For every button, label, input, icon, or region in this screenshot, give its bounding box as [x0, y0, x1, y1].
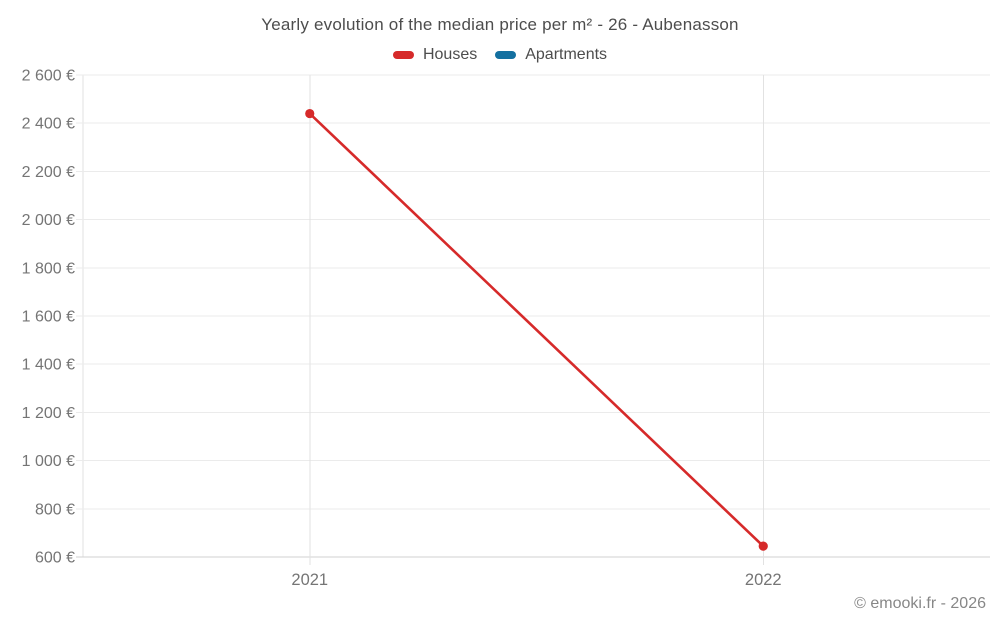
- y-tick-label-2200: 2 200 €: [22, 164, 75, 181]
- legend-item-apartments[interactable]: Apartments: [495, 46, 607, 64]
- legend-item-houses[interactable]: Houses: [392, 46, 478, 64]
- point-houses-2021[interactable]: [305, 108, 315, 119]
- y-tick-label-2600: 2 600 €: [22, 68, 75, 85]
- point-houses-2022[interactable]: [758, 541, 768, 551]
- legend-swatch-apartments: [495, 51, 517, 59]
- series-line-houses: [308, 112, 765, 548]
- legend: Houses Apartments: [0, 46, 1000, 64]
- y-tick-label-2400: 2 400 €: [22, 116, 75, 133]
- y-tick-label-2000: 2 000 €: [22, 212, 75, 229]
- y-tick-label-1800: 1 800 €: [22, 260, 75, 277]
- legend-swatch-houses: [392, 51, 414, 59]
- y-tick-label-1200: 1 200 €: [22, 405, 75, 422]
- y-tick-label-1600: 1 600 €: [22, 309, 75, 326]
- watermark: © emooki.fr - 2026: [854, 595, 986, 612]
- y-tick-label-600: 600 €: [35, 550, 75, 567]
- x-tick-label-2022: 2022: [745, 571, 782, 589]
- x-tick-label-2021: 2021: [291, 571, 328, 589]
- chart-title: Yearly evolution of the median price per…: [261, 15, 739, 34]
- y-tick-label-1400: 1 400 €: [22, 357, 75, 374]
- y-tick-label-1000: 1 000 €: [22, 453, 75, 470]
- y-tick-label-800: 800 €: [35, 501, 75, 518]
- legend-label-houses: Houses: [422, 46, 478, 63]
- legend-label-apartments: Apartments: [525, 46, 608, 63]
